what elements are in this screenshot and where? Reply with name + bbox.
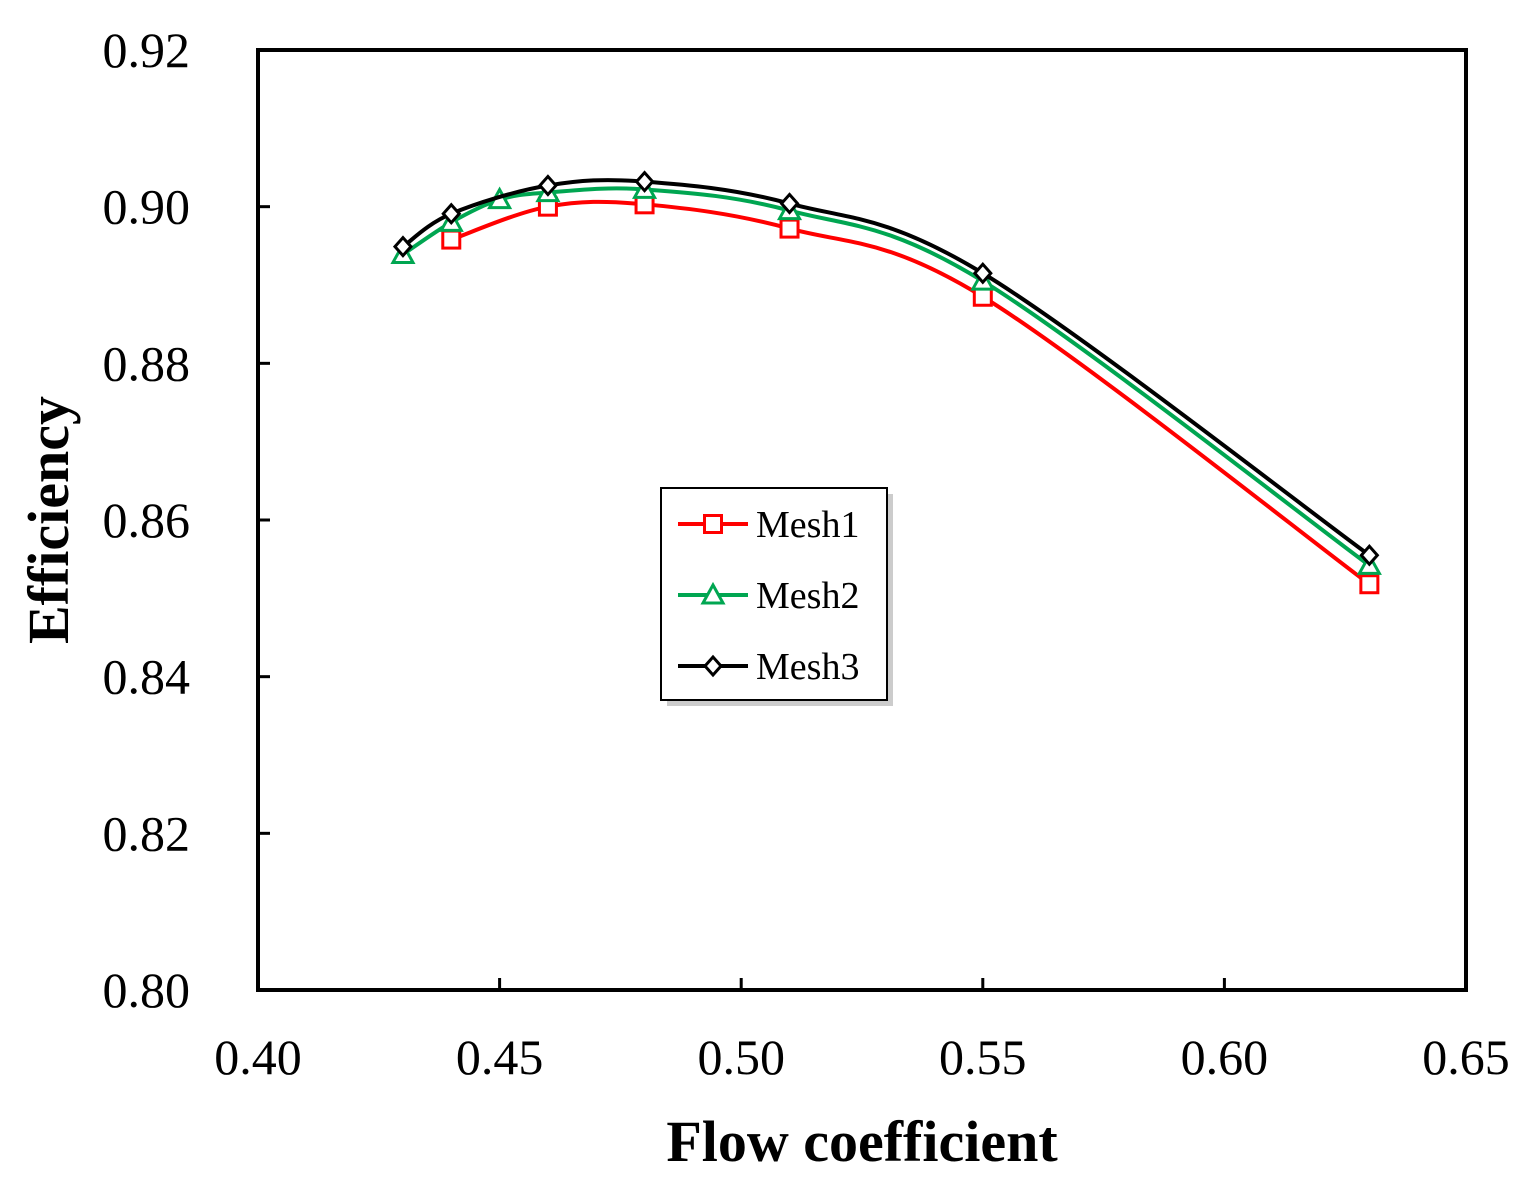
y-tick-label: 0.86 [103, 492, 191, 548]
series-line-mesh3 [401, 178, 1371, 557]
data-point-mesh1 [972, 286, 993, 307]
data-point-mesh3 [441, 202, 462, 225]
legend: Mesh1 Mesh2 Mesh3 [660, 487, 893, 706]
data-point-mesh3 [392, 235, 413, 258]
legend-label-mesh3: Mesh3 [756, 646, 859, 688]
data-point-mesh1 [441, 229, 462, 250]
legend-marker-mesh3 [702, 654, 724, 678]
y-tick-label: 0.84 [103, 649, 191, 705]
x-tick-label: 0.50 [697, 1029, 785, 1085]
legend-entries: Mesh1 Mesh2 Mesh3 [678, 504, 859, 688]
data-point-mesh1 [779, 218, 800, 239]
data-point-mesh1 [1359, 574, 1380, 595]
legend-marker-mesh1 [703, 514, 723, 534]
x-tick-label: 0.60 [1181, 1029, 1269, 1085]
x-tick-label: 0.65 [1422, 1029, 1510, 1085]
y-axis-title: Efficiency [16, 396, 81, 644]
data-point-mesh3 [1359, 543, 1380, 567]
y-tick-label: 0.82 [103, 805, 191, 861]
y-tick-label: 0.80 [103, 962, 191, 1018]
y-axis-ticks: 0.80 0.82 0.84 0.86 0.88 0.90 0.92 [103, 22, 270, 1018]
data-point-mesh3 [634, 170, 655, 193]
series-mesh3 [392, 170, 1380, 567]
series-mesh1 [441, 194, 1380, 595]
series-line-mesh1 [450, 199, 1371, 586]
y-tick-label: 0.90 [103, 179, 191, 235]
series-line-mesh2 [401, 186, 1371, 568]
x-tick-label: 0.45 [456, 1029, 544, 1085]
y-tick-label: 0.92 [103, 22, 191, 78]
x-axis-ticks: 0.40 0.45 0.50 0.55 0.60 0.65 [214, 978, 1510, 1085]
legend-marker-mesh2 [700, 581, 726, 605]
y-tick-label: 0.88 [103, 335, 191, 391]
data-point-mesh3 [537, 174, 558, 197]
x-axis-title: Flow coefficient [666, 1109, 1058, 1174]
data-point-mesh3 [972, 261, 993, 285]
x-tick-label: 0.40 [214, 1029, 302, 1085]
series-layer [390, 170, 1382, 595]
legend-label-mesh2: Mesh2 [756, 575, 859, 617]
x-tick-label: 0.55 [939, 1029, 1027, 1085]
legend-label-mesh1: Mesh1 [756, 504, 859, 546]
data-point-mesh3 [779, 192, 800, 215]
